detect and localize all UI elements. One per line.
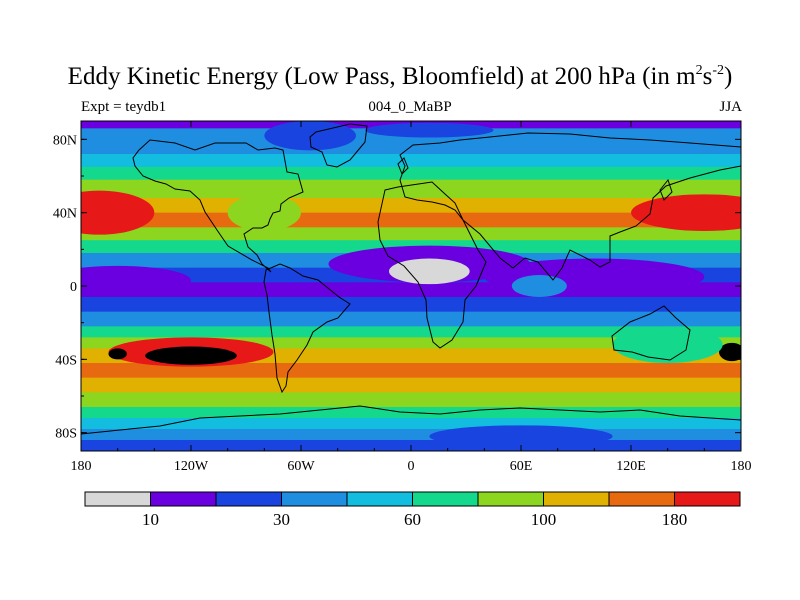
heatmap-band <box>81 377 741 394</box>
colorbar-swatch <box>84 491 151 507</box>
colorbar-swatch <box>281 491 348 507</box>
y-tick-label: 40N <box>53 207 77 222</box>
y-tick-label: 0 <box>70 280 77 295</box>
heatmap-region <box>612 326 723 363</box>
coastline-greenland <box>309 123 368 168</box>
subtitle-center: 004_0_MaBP <box>368 99 452 115</box>
colorbar-swatch <box>150 491 217 507</box>
heatmap-band <box>81 179 741 199</box>
x-tick-label: 120W <box>174 459 209 474</box>
title-close: ) <box>724 63 733 90</box>
colorbar-swatch <box>543 491 610 507</box>
heatmap-region <box>145 346 237 365</box>
plot-frame <box>80 120 742 452</box>
heatmap-band <box>81 418 741 430</box>
heatmap-region <box>719 342 741 362</box>
y-axis: 80N 40N 0 40S 80S <box>53 133 741 442</box>
coastline-outlines <box>81 123 741 435</box>
colorbar-label: 180 <box>662 510 688 529</box>
heatmap-region <box>511 275 567 297</box>
x-tick-label: 180 <box>71 459 92 474</box>
colorbar-label: 30 <box>273 510 290 529</box>
colorbar-label: 10 <box>142 510 159 529</box>
heatmap-region <box>631 194 741 231</box>
x-tick-label: 60E <box>510 459 533 474</box>
heatmap-region <box>227 194 301 232</box>
colorbar-swatch <box>477 491 544 507</box>
heatmap-band <box>81 363 741 379</box>
heatmap-region <box>108 348 127 360</box>
title-exponent-m: 2 <box>695 63 703 78</box>
x-tick-label: 120E <box>616 459 646 474</box>
coastline-uk <box>397 157 409 175</box>
heatmap-band <box>81 227 741 242</box>
heatmap-band <box>81 326 741 339</box>
coastline-africa <box>377 181 487 349</box>
heatmap-band <box>81 139 741 155</box>
heatmap-band <box>81 311 741 328</box>
subtitle-right: JJA <box>719 99 742 115</box>
heatmap-band <box>81 392 741 408</box>
x-tick-label: 60W <box>287 459 315 474</box>
heatmap-band <box>81 429 741 441</box>
y-tick-label: 40S <box>55 353 77 368</box>
heatmap-band <box>81 166 741 181</box>
y-tick-label: 80N <box>53 133 77 148</box>
x-tick-label: 180 <box>731 459 752 474</box>
heatmap-region <box>365 122 494 138</box>
heatmap-region <box>429 425 613 448</box>
chart-title-text: Eddy Kinetic Energy (Low Pass, Bloomfiel… <box>67 63 696 90</box>
subtitle-left: Expt = teydb1 <box>81 99 167 115</box>
coastline-south-america <box>263 263 351 394</box>
colorbar-label: 100 <box>531 510 557 529</box>
colorbar-swatch <box>674 491 741 507</box>
colorbar-label: 60 <box>404 510 421 529</box>
heatmap-region <box>81 190 155 235</box>
colorbar: 10 30 60 100 180 <box>84 491 741 529</box>
heatmap-band <box>81 154 741 168</box>
chart-title: Eddy Kinetic Energy (Low Pass, Bloomfiel… <box>0 62 800 92</box>
coastline-japan <box>659 178 673 201</box>
heatmap-field <box>81 121 741 451</box>
colorbar-swatch <box>412 491 479 507</box>
coastline-north-america <box>132 139 304 273</box>
coastline-eurasia <box>399 132 741 281</box>
coastline-antarctica <box>81 405 741 435</box>
heatmap-region <box>389 258 470 285</box>
title-exponent-s: -2 <box>712 63 724 78</box>
heatmap-region <box>81 265 191 296</box>
colorbar-swatch <box>346 491 413 507</box>
coastline-australia <box>611 305 691 361</box>
heatmap-band <box>81 297 741 313</box>
colorbar-swatch <box>608 491 675 507</box>
x-tick-label: 0 <box>408 459 415 474</box>
colorbar-swatch <box>215 491 282 507</box>
y-tick-label: 80S <box>55 427 77 442</box>
title-s: s <box>702 63 713 90</box>
